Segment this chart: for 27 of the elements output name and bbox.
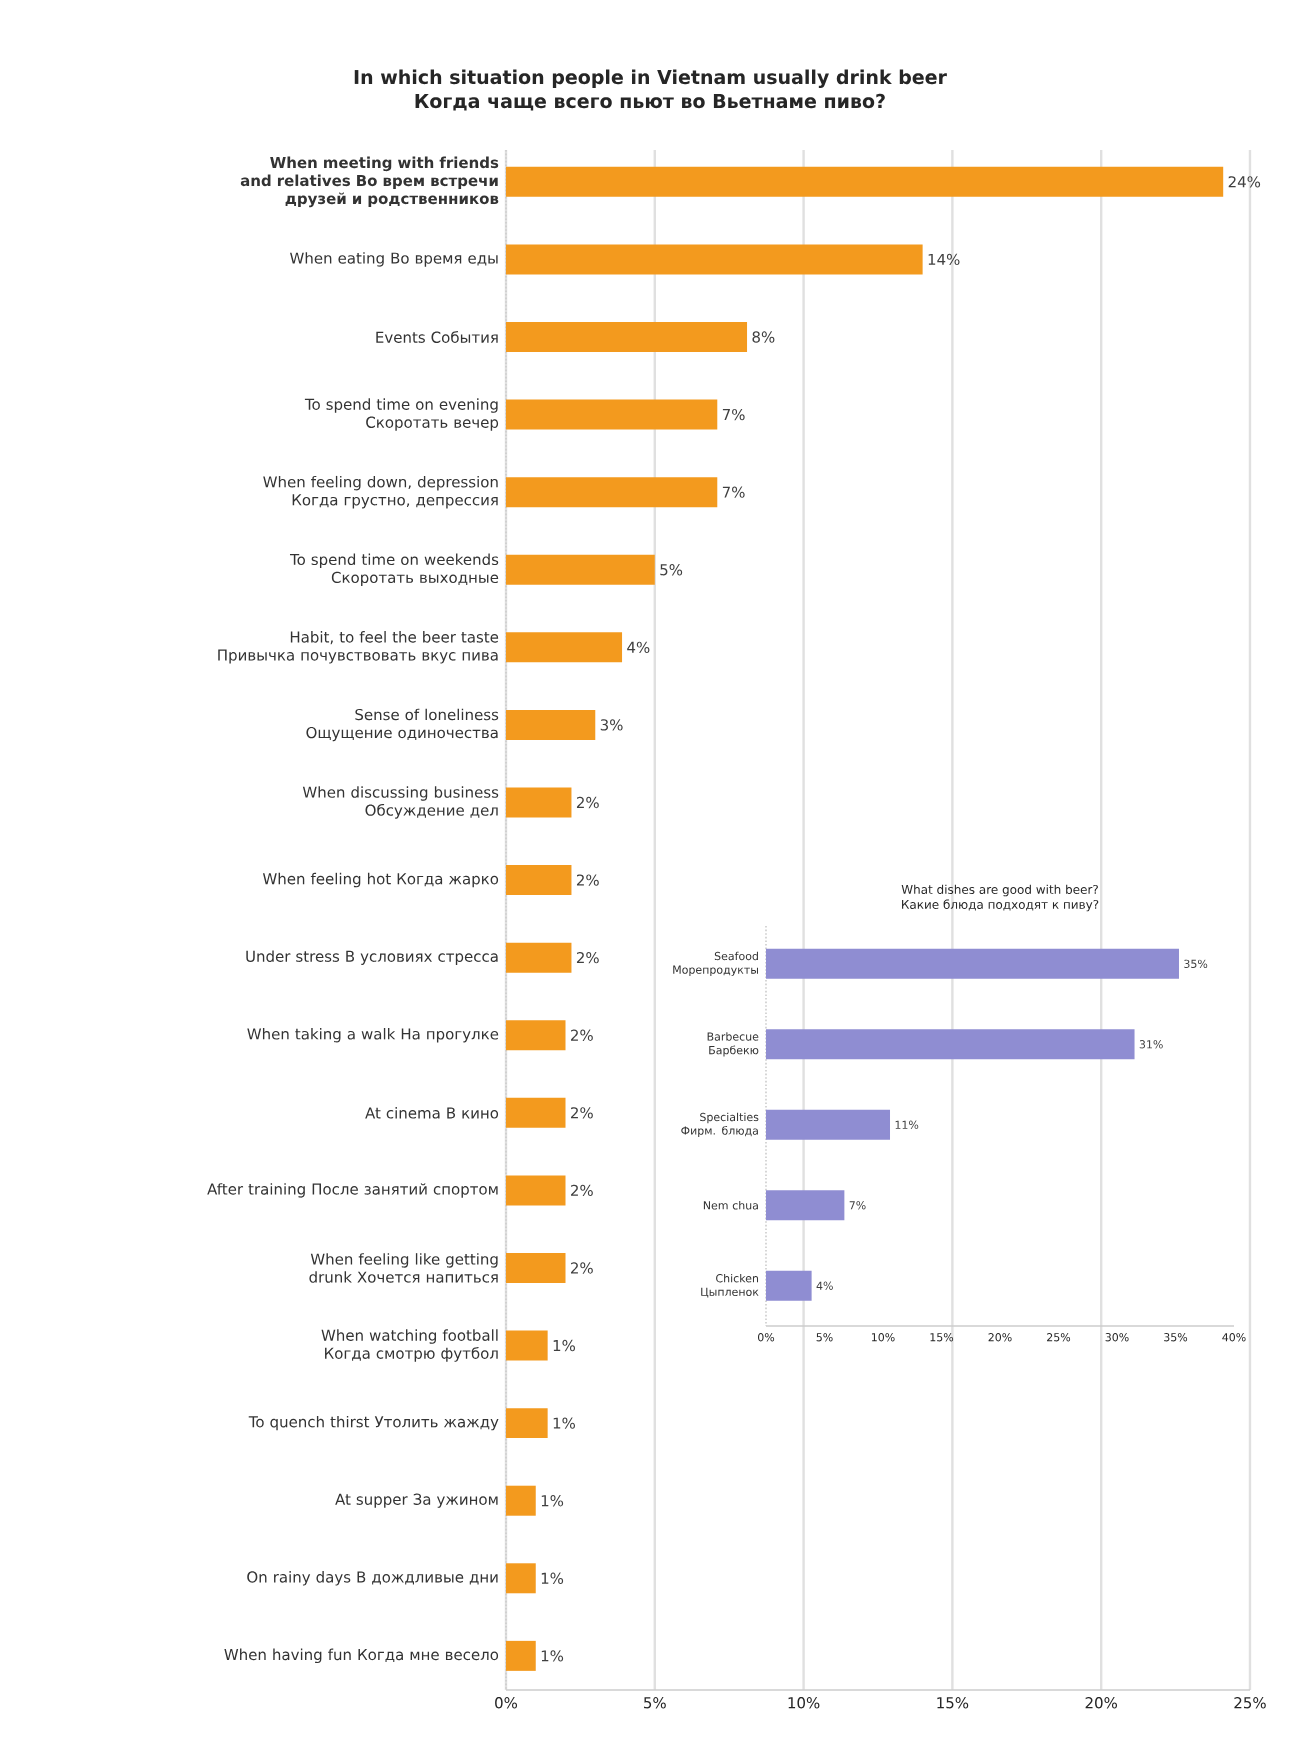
bar <box>505 1175 566 1206</box>
bar <box>505 1563 536 1594</box>
bar <box>505 1408 548 1439</box>
bar <box>505 244 923 275</box>
bar <box>505 1640 536 1671</box>
bar <box>505 1252 566 1283</box>
bar <box>505 942 572 973</box>
bar <box>505 477 718 508</box>
bar <box>765 1190 845 1221</box>
bar <box>505 166 1224 197</box>
bar <box>765 1109 891 1140</box>
bar <box>505 709 596 740</box>
bar <box>505 632 623 663</box>
bar <box>765 948 1179 979</box>
bar <box>765 1270 812 1301</box>
bar <box>505 554 655 585</box>
bar <box>505 865 572 896</box>
bar <box>505 787 572 818</box>
bar <box>765 1029 1135 1060</box>
chart-subtitle: Когда чаще всего пьют во Вьетнаме пиво? <box>415 93 885 111</box>
bar <box>505 1485 536 1516</box>
bar <box>505 1097 566 1128</box>
bar <box>505 399 718 430</box>
bar <box>505 321 748 352</box>
bar <box>505 1020 566 1051</box>
bar <box>505 1330 548 1361</box>
chart-title: In which situation people in Vietnam usually drink beer <box>354 69 947 89</box>
